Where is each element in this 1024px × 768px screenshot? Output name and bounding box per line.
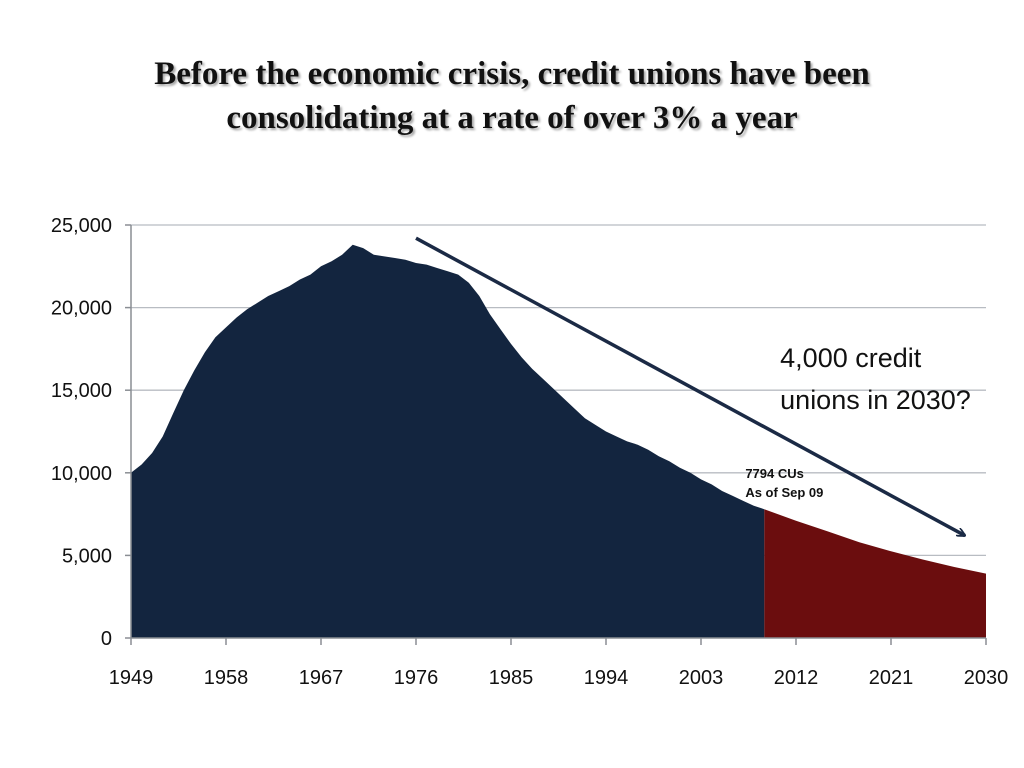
annotations: 4,000 credit unions in 2030? 7794 CUs As of…: [415, 236, 971, 538]
y-tick-label: 0: [101, 628, 112, 650]
x-tick-label: 1967: [299, 667, 344, 689]
slide-title-line-2: consolidating at a rate of over 3% a yea…: [226, 100, 798, 136]
x-tick-label: 1949: [109, 667, 154, 689]
slide-title: Before the economic crisis, credit union…: [40, 52, 984, 140]
x-tick-label: 2030: [964, 667, 1009, 689]
x-tick-label: 1994: [584, 667, 629, 689]
area-actual: [131, 244, 765, 639]
x-tick-label: 2012: [774, 667, 819, 689]
current-count-annotation-line-2: As of Sep 09: [745, 485, 823, 500]
area-projection: [764, 509, 986, 638]
data-areas: [131, 244, 986, 639]
y-tick-label: 25,000: [51, 215, 112, 237]
x-tick-label: 1976: [394, 667, 439, 689]
slide-title-line-1: Before the economic crisis, credit union…: [154, 56, 870, 92]
x-tick-label: 2021: [869, 667, 914, 689]
y-tick-label: 15,000: [51, 380, 112, 402]
current-count-annotation-line-1: 7794 CUs: [745, 466, 804, 481]
trend-arrow: [415, 236, 965, 538]
x-tick-label: 1985: [489, 667, 534, 689]
y-tick-label: 5,000: [62, 545, 112, 567]
projection-annotation-line-2: unions in 2030?: [780, 385, 971, 415]
projection-annotation-line-1: 4,000 credit: [780, 343, 922, 373]
y-tick-label: 20,000: [51, 298, 112, 320]
axes: 0 5,000 10,000 15,000 20,000 25,000 1949 1958 19…: [51, 215, 1008, 689]
x-tick-label: 2003: [679, 667, 724, 689]
x-tick-label: 1958: [204, 667, 249, 689]
y-tick-label: 10,000: [51, 463, 112, 485]
